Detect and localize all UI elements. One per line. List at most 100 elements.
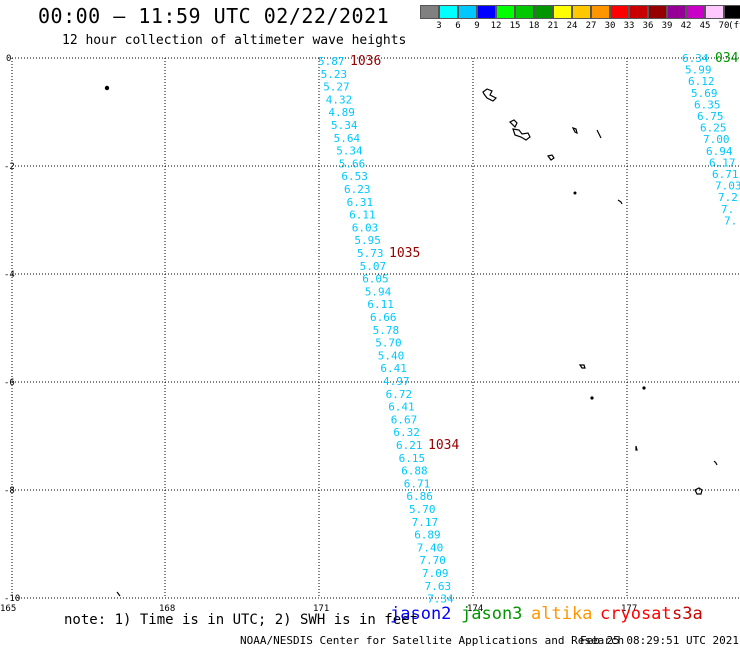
legend-label: 21 [547, 21, 559, 31]
credit-line: NOAA/NESDIS Center for Satellite Applica… [240, 634, 625, 647]
satellite-label: jason2 [390, 604, 452, 624]
swh-value: 5.66 [339, 157, 366, 170]
swh-value: 5.94 [365, 285, 392, 298]
swh-value: 4.97 [383, 375, 410, 388]
generated-timestamp: Feb 25 08:29:51 UTC 2021 [580, 634, 739, 647]
swh-value: 6.31 [347, 196, 374, 209]
latitude-tick-label: 0 [6, 54, 11, 64]
island-outline [596, 129, 602, 139]
swh-value: 6.05 [362, 273, 389, 286]
island-outline [573, 191, 577, 195]
legend-label: 6 [455, 21, 461, 31]
legend-swatch [667, 5, 686, 19]
swh-value: 7.09 [422, 567, 449, 580]
swh-value: 6.66 [370, 311, 397, 324]
latitude-tick-label: -4 [4, 270, 15, 280]
swh-value: 6.11 [367, 298, 394, 311]
swh-value: 6.25 [700, 122, 727, 135]
legend-swatch [515, 5, 534, 19]
legend-swatch [534, 5, 553, 19]
island-outline [694, 487, 703, 495]
legend-swatch [686, 5, 705, 19]
pass-time-label: 1035 [389, 246, 420, 261]
swh-value: 6.86 [406, 490, 433, 503]
swh-value: 6.71 [712, 168, 739, 181]
latitude-tick-label: -10 [4, 594, 20, 604]
swh-value: 4.32 [326, 93, 353, 106]
swh-value: 7.17 [412, 516, 439, 529]
legend-swatch [420, 5, 439, 19]
latitude-tick-label: -8 [4, 486, 15, 496]
legend-label: 18 [528, 21, 540, 31]
swh-value: 5.27 [323, 81, 350, 94]
legend-label: 15 [509, 21, 521, 31]
swh-value: 6.72 [386, 388, 413, 401]
legend-label: 45 [699, 21, 711, 31]
legend-label: 70 [718, 21, 730, 31]
swh-value: 7. [721, 203, 734, 216]
island-outline [590, 396, 594, 400]
swh-value: 4.89 [328, 106, 355, 119]
longitude-tick-label: 177 [621, 604, 637, 614]
legend-swatch [496, 5, 515, 19]
swh-value: 6.94 [706, 145, 733, 158]
swh-value: 7.70 [419, 554, 446, 567]
swh-value: 6.11 [349, 209, 376, 222]
legend-swatch [648, 5, 667, 19]
swh-value: 7.40 [417, 541, 444, 554]
legend-label: 24 [566, 21, 578, 31]
swh-value: 6.41 [388, 401, 415, 414]
island-outline [508, 119, 518, 129]
legend-unit: (ft) [728, 21, 740, 31]
legend-label: 27 [585, 21, 597, 31]
pass-time-label: 1034 [428, 438, 459, 453]
swh-value: 5.64 [334, 132, 361, 145]
swh-value: 6.71 [404, 477, 431, 490]
legend-swatch [458, 5, 477, 19]
legend-swatch [591, 5, 610, 19]
swh-value: 7.63 [425, 580, 452, 593]
swh-value: 5.40 [378, 349, 405, 362]
satellite-label: altika [531, 604, 593, 624]
island-outline [512, 128, 531, 141]
swh-value: 5.23 [321, 68, 348, 81]
longitude-tick-label: 168 [159, 604, 175, 614]
swh-value: 7. [724, 214, 737, 227]
legend-label: 39 [661, 21, 673, 31]
swh-value: 6.75 [697, 110, 724, 123]
legend-label: 30 [604, 21, 616, 31]
satellite-label: jason3 [461, 604, 523, 624]
island-outline [104, 85, 110, 91]
legend-swatch [610, 5, 629, 19]
island-outline [578, 364, 586, 369]
longitude-tick-label: 171 [313, 604, 329, 614]
island-outline [546, 154, 555, 161]
swh-value: 5.99 [685, 64, 712, 77]
legend-label: 42 [680, 21, 692, 31]
swh-value: 6.41 [380, 362, 407, 375]
longitude-tick-label: 165 [0, 604, 16, 614]
swh-value: 7.03 [715, 180, 740, 193]
map-title: 00:00 – 11:59 UTC 02/22/2021 [38, 4, 390, 28]
legend-label: 3 [436, 21, 442, 31]
pass-time-label: 1036 [350, 54, 381, 69]
legend-label: 12 [490, 21, 502, 31]
swh-value: 6.89 [414, 529, 441, 542]
legend-swatch [477, 5, 496, 19]
map-subtitle: 12 hour collection of altimeter wave hei… [62, 33, 407, 48]
swh-value: 6.32 [393, 426, 420, 439]
swh-value: 7.2 [718, 191, 738, 204]
island-outline [642, 386, 646, 390]
island-outline [635, 445, 638, 451]
swh-value: 5.87 [318, 55, 345, 68]
swh-value: 7.00 [703, 133, 730, 146]
swh-value: 6.21 [396, 439, 423, 452]
satellite-label: s3a [672, 604, 703, 624]
swh-value: 5.78 [373, 324, 400, 337]
pass-time-label: 034 [715, 51, 739, 66]
swh-value: 7.34 [427, 593, 454, 606]
swh-value: 6.88 [401, 465, 428, 478]
legend-swatch [553, 5, 572, 19]
swh-value: 5.70 [375, 337, 402, 350]
